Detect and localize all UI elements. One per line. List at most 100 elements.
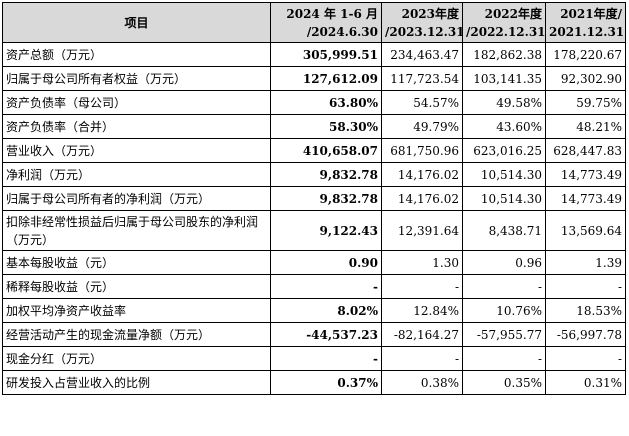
row-value: 182,862.38 (462, 42, 546, 67)
row-label: 资产总额（万元） (2, 42, 271, 67)
row-value: 12,391.64 (381, 210, 463, 251)
row-label: 研发投入占营业收入的比例 (2, 370, 271, 395)
table-row: 基本每股收益（元） 0.90 1.30 0.96 1.39 (2, 250, 626, 275)
row-value: 49.79% (381, 114, 463, 139)
row-label: 归属于母公司所有者的净利润（万元） (2, 186, 271, 211)
row-value: 0.31% (545, 370, 626, 395)
header-item-label: 项目 (124, 15, 149, 30)
row-label: 资产负债率（母公司） (2, 90, 271, 115)
row-value: 49.58% (462, 90, 546, 115)
row-label: 归属于母公司所有者权益（万元） (2, 66, 271, 91)
header-2024h1: 2024 年 1-6 月 /2024.6.30 (270, 2, 382, 43)
header-2022: 2022年度 /2022.12.31 (462, 2, 546, 43)
row-value: -57,955.77 (462, 322, 546, 347)
row-value: - (270, 346, 382, 371)
row-value: - (270, 274, 382, 299)
table-row: 归属于母公司所有者的净利润（万元） 9,832.78 14,176.02 10,514… (2, 186, 626, 211)
row-value: 681,750.96 (381, 138, 463, 163)
row-label: 净利润（万元） (2, 162, 271, 187)
row-value: 92,302.90 (545, 66, 626, 91)
header-2022-line2: /2022.12.31 (466, 24, 546, 39)
row-value: 127,612.09 (270, 66, 382, 91)
table-row: 资产总额（万元） 305,999.51 234,463.47 182,862.38 17… (2, 42, 626, 67)
header-2021-line2: 2021.12.31 (549, 24, 625, 39)
row-value: 10,514.30 (462, 162, 546, 187)
row-value: 63.80% (270, 90, 382, 115)
header-2021: 2021年度/ 2021.12.31 (545, 2, 626, 43)
table-row: 资产负债率（母公司） 63.80% 54.57% 49.58% 59.75% (2, 90, 626, 115)
table-row: 加权平均净资产收益率 8.02% 12.84% 10.76% 18.53% (2, 298, 626, 323)
row-value: 117,723.54 (381, 66, 463, 91)
row-value: 8,438.71 (462, 210, 546, 251)
row-value: 13,569.64 (545, 210, 626, 251)
row-value: 48.21% (545, 114, 626, 139)
header-2023-line2: /2023.12.31 (385, 24, 463, 39)
row-value: 410,658.07 (270, 138, 382, 163)
row-value: 305,999.51 (270, 42, 382, 67)
row-label: 经营活动产生的现金流量净额（万元） (2, 322, 271, 347)
header-row: 项目 2024 年 1-6 月 /2024.6.30 2023年度 /2023.… (2, 2, 626, 43)
header-2024h1-line1: 2024 年 1-6 月 (286, 6, 378, 21)
table-row: 稀释每股收益（元） - - - - (2, 274, 626, 299)
row-value: 628,447.83 (545, 138, 626, 163)
table-row: 研发投入占营业收入的比例 0.37% 0.38% 0.35% 0.31% (2, 370, 626, 395)
row-value: 14,176.02 (381, 162, 463, 187)
table-row: 净利润（万元） 9,832.78 14,176.02 10,514.30 14,773.… (2, 162, 626, 187)
table-row: 现金分红（万元） - - - - (2, 346, 626, 371)
row-value: 54.57% (381, 90, 463, 115)
row-label: 营业收入（万元） (2, 138, 271, 163)
row-label: 稀释每股收益（元） (2, 274, 271, 299)
row-value: 0.38% (381, 370, 463, 395)
table-row: 经营活动产生的现金流量净额（万元） -44,537.23 -82,164.27 -57… (2, 322, 626, 347)
row-value: 0.35% (462, 370, 546, 395)
row-value: - (462, 274, 546, 299)
header-2024h1-line2: /2024.6.30 (306, 24, 378, 39)
row-value: 14,773.49 (545, 162, 626, 187)
header-2023-line1: 2023年度 (401, 6, 459, 21)
row-value: 0.96 (462, 250, 546, 275)
row-value: - (381, 346, 463, 371)
row-value: 234,463.47 (381, 42, 463, 67)
row-value: 1.30 (381, 250, 463, 275)
row-value: 9,832.78 (270, 162, 382, 187)
row-value: 10.76% (462, 298, 546, 323)
row-label: 现金分红（万元） (2, 346, 271, 371)
row-value: 9,832.78 (270, 186, 382, 211)
header-2022-line1: 2022年度 (484, 6, 542, 21)
row-value: - (381, 274, 463, 299)
financial-indicators-table: 项目 2024 年 1-6 月 /2024.6.30 2023年度 /2023.… (2, 2, 626, 395)
table-row: 归属于母公司所有者权益（万元） 127,612.09 117,723.54 103,1… (2, 66, 626, 91)
row-value: - (545, 346, 626, 371)
table-body: 资产总额（万元） 305,999.51 234,463.47 182,862.38 17… (2, 42, 626, 395)
row-label: 资产负债率（合并） (2, 114, 271, 139)
row-value: - (462, 346, 546, 371)
row-value: 18.53% (545, 298, 626, 323)
row-label: 加权平均净资产收益率 (2, 298, 271, 323)
row-label: 基本每股收益（元） (2, 250, 271, 275)
row-value: -82,164.27 (381, 322, 463, 347)
row-value: 623,016.25 (462, 138, 546, 163)
header-2023: 2023年度 /2023.12.31 (381, 2, 463, 43)
row-value: 14,176.02 (381, 186, 463, 211)
row-value: -56,997.78 (545, 322, 626, 347)
row-value: 12.84% (381, 298, 463, 323)
row-value: -44,537.23 (270, 322, 382, 347)
row-value: 58.30% (270, 114, 382, 139)
row-value: - (545, 274, 626, 299)
row-label: 扣除非经常性损益后归属于母公司股东的净利润（万元） (2, 210, 271, 251)
header-2021-line1: 2021年度/ (560, 6, 622, 21)
row-value: 10,514.30 (462, 186, 546, 211)
row-value: 103,141.35 (462, 66, 546, 91)
table-row: 扣除非经常性损益后归属于母公司股东的净利润（万元） 9,122.43 12,391.… (2, 210, 626, 251)
row-value: 0.90 (270, 250, 382, 275)
row-value: 9,122.43 (270, 210, 382, 251)
table-row: 营业收入（万元） 410,658.07 681,750.96 623,016.25 62… (2, 138, 626, 163)
row-value: 178,220.67 (545, 42, 626, 67)
row-value: 59.75% (545, 90, 626, 115)
row-value: 1.39 (545, 250, 626, 275)
row-value: 43.60% (462, 114, 546, 139)
header-item: 项目 (2, 2, 271, 43)
row-value: 14,773.49 (545, 186, 626, 211)
row-value: 8.02% (270, 298, 382, 323)
table-row: 资产负债率（合并） 58.30% 49.79% 43.60% 48.21% (2, 114, 626, 139)
